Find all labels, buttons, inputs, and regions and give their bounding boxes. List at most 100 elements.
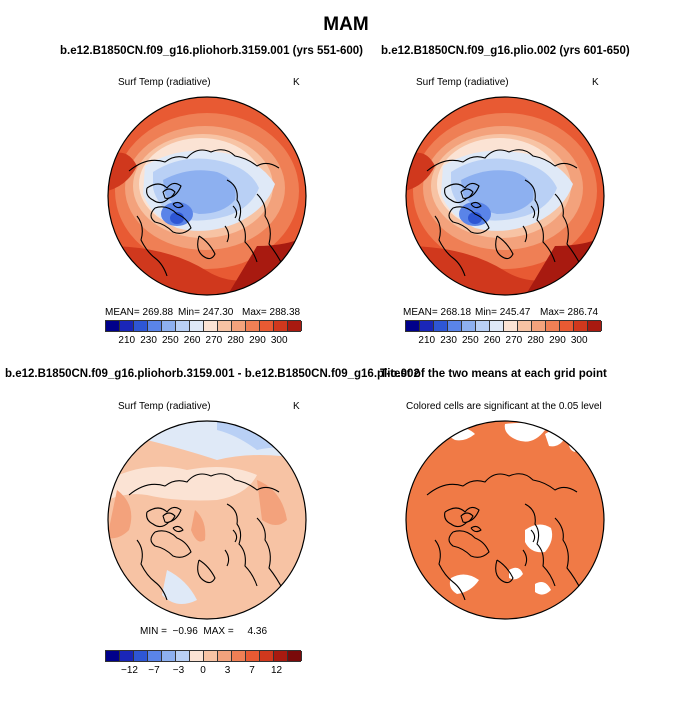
panel1-colorbar-ticks: 210 230 250 260 270 280 290 300 [105, 335, 301, 347]
panel3-colorbar-tick-label: 7 [249, 665, 255, 676]
panel3-colorbar-tick-label: −3 [172, 665, 185, 676]
panel4-map-border [405, 420, 605, 620]
panel3-units: K [293, 401, 300, 412]
panel3-colorbar-swatch [120, 651, 134, 661]
panel2-colorbar-swatch [588, 321, 602, 331]
panel4-subtitle: Colored cells are significant at the 0.0… [406, 401, 602, 412]
panel2-polar-map [405, 96, 605, 296]
panel2-coastline [522, 205, 536, 243]
panel3-field-band [108, 490, 132, 539]
panel2-colorbar [405, 320, 602, 332]
panel2-colorbar-tick-label: 260 [483, 335, 501, 346]
panel1-colorbar-tick-label: 280 [227, 335, 244, 346]
panel4-coastline [460, 512, 482, 533]
panel1-colorbar-swatch [134, 321, 148, 331]
panel3-field-band [108, 466, 257, 501]
panel2-colorbar-swatch [532, 321, 546, 331]
panel3-polar-map [107, 420, 307, 620]
panel3-coastline [150, 530, 192, 558]
panel2-colorbar-swatch [406, 321, 420, 331]
panel3-colorbar-swatch [274, 651, 288, 661]
panel4-coastline [448, 530, 490, 558]
panel4-coastline [554, 517, 582, 591]
panel1-coastline [128, 149, 280, 172]
panel1-variable: Surf Temp (radiative) [118, 77, 211, 88]
panel1-colorbar-swatch [218, 321, 232, 331]
panel1-colorbar-swatch [246, 321, 260, 331]
panel2-max: Max= 286.74 [540, 307, 599, 318]
panel1-polar-map [107, 96, 307, 296]
panel1-colorbar-swatch [190, 321, 204, 331]
panel1-title: b.e12.B1850CN.f09_g16.pliohorb.3159.001 … [60, 45, 363, 57]
panel3-field-band [162, 570, 197, 604]
panel2-colorbar-swatch [560, 321, 574, 331]
panel2-colorbar-swatch [518, 321, 532, 331]
panel1-coastline [136, 215, 168, 277]
panel3-colorbar-swatch [204, 651, 218, 661]
panel3-colorbar-tick-label: 12 [270, 665, 283, 676]
panel4-coastline [522, 529, 536, 567]
panel3-colorbar-swatch [134, 651, 148, 661]
panel1-colorbar-tick-label: 300 [270, 335, 288, 346]
panel2-colorbar-tick-label: 290 [549, 335, 566, 346]
panel3-colorbar-swatch [246, 651, 260, 661]
panel3-colorbar-swatch [288, 651, 302, 661]
panel3-coastline [136, 539, 168, 601]
panel4-insignificant-cell [504, 422, 545, 442]
panel3-colorbar-tick-label: −7 [148, 665, 160, 676]
panel3-colorbar-swatch [162, 651, 176, 661]
panel2-coastline [434, 215, 466, 277]
panel2-colorbar-swatch [574, 321, 588, 331]
panel1-field-band [170, 212, 184, 224]
panel4-field-significant [406, 421, 604, 619]
panel4-coastline [426, 473, 578, 496]
panel2-colorbar-tick-label: 300 [570, 335, 588, 346]
panel2-colorbar-swatch [420, 321, 434, 331]
panel2-coastline [448, 206, 490, 234]
panel1-coastline [162, 188, 184, 209]
panel2-units: K [592, 77, 599, 88]
panel1-colorbar-tick-label: 260 [183, 335, 201, 346]
panel2-coastline [495, 235, 514, 260]
panel3-colorbar-swatch [176, 651, 190, 661]
panel1-colorbar [105, 320, 302, 332]
panel4-coastline [524, 503, 556, 587]
panel2-coastline [426, 149, 578, 172]
panel2-colorbar-tick-label: 230 [440, 335, 457, 346]
panel1-colorbar-swatch [232, 321, 246, 331]
panel3-coastline [226, 503, 258, 587]
panel1-colorbar-swatch [162, 321, 176, 331]
panel2-field-band [468, 212, 482, 224]
panel4-polar-map [405, 420, 605, 620]
panel1-colorbar-tick-label: 270 [205, 335, 223, 346]
panel4-coastline [495, 559, 514, 584]
panel4-coastline [434, 539, 466, 601]
panel1-colorbar-swatch [288, 321, 302, 331]
panel1-map-border [107, 96, 307, 296]
main-title: MAM [323, 14, 369, 35]
panel1-coastline [150, 206, 192, 234]
panel2-colorbar-tick-label: 210 [418, 335, 436, 346]
panel2-colorbar-tick-label: 270 [505, 335, 523, 346]
panel1-colorbar-swatch [148, 321, 162, 331]
panel3-colorbar-swatch [218, 651, 232, 661]
panel3-coastline [224, 529, 238, 567]
panel2-coastline [444, 182, 480, 204]
panel3-coastline [146, 506, 182, 528]
panel2-colorbar-tick-label: 250 [461, 335, 479, 346]
panel3-field-band [257, 480, 287, 525]
panel2-colorbar-swatch [504, 321, 518, 331]
panel2-min: Min= 245.47 [475, 307, 531, 318]
panel1-colorbar-tick-label: 250 [161, 335, 179, 346]
panel3-variable: Surf Temp (radiative) [118, 401, 211, 412]
panel2-coastline [460, 188, 482, 209]
panel1-colorbar-swatch [176, 321, 190, 331]
panel1-colorbar-swatch [106, 321, 120, 331]
panel2-colorbar-ticks: 210 230 250 260 270 280 290 300 [405, 335, 601, 347]
panel2-variable: Surf Temp (radiative) [416, 77, 509, 88]
panel3-colorbar-swatch [148, 651, 162, 661]
panel3-coastline [256, 517, 284, 591]
panel4-insignificant-cell [449, 574, 479, 594]
panel1-colorbar-swatch [274, 321, 288, 331]
panel2-colorbar-swatch [462, 321, 476, 331]
